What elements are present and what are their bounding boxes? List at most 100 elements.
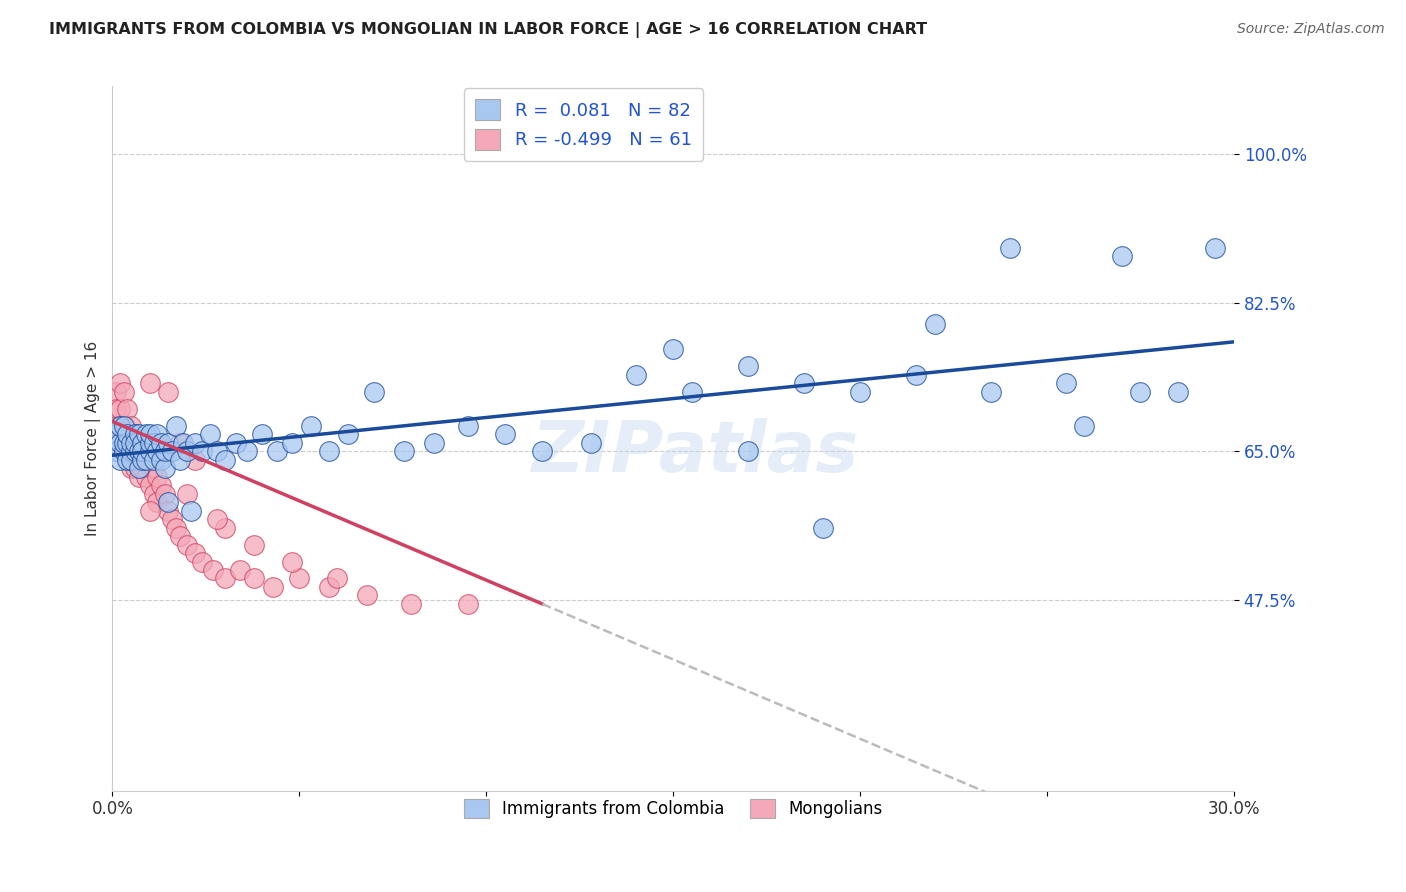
Point — [1073, 418, 1095, 433]
Point — [1111, 249, 1133, 263]
Point — [299, 418, 322, 433]
Point — [336, 427, 359, 442]
Point — [117, 427, 139, 442]
Point — [160, 512, 183, 526]
Point — [117, 401, 139, 416]
Point — [363, 384, 385, 399]
Point — [579, 435, 602, 450]
Point — [128, 461, 150, 475]
Y-axis label: In Labor Force | Age > 16: In Labor Force | Age > 16 — [86, 341, 101, 536]
Point — [105, 401, 128, 416]
Point — [128, 452, 150, 467]
Point — [157, 495, 180, 509]
Point — [183, 452, 205, 467]
Point — [243, 537, 266, 551]
Point — [139, 435, 162, 450]
Point — [169, 452, 191, 467]
Point — [139, 376, 162, 391]
Point — [120, 435, 142, 450]
Point — [139, 444, 162, 458]
Point — [811, 520, 834, 534]
Point — [124, 461, 146, 475]
Point — [112, 418, 135, 433]
Point — [120, 418, 142, 433]
Point — [198, 427, 221, 442]
Point — [737, 359, 759, 374]
Point — [135, 452, 157, 467]
Point — [131, 444, 153, 458]
Point — [146, 469, 169, 483]
Point — [142, 435, 165, 450]
Point — [128, 444, 150, 458]
Point — [124, 444, 146, 458]
Point — [392, 444, 415, 458]
Point — [318, 444, 340, 458]
Point — [142, 461, 165, 475]
Point — [1167, 384, 1189, 399]
Point — [150, 452, 173, 467]
Point — [112, 384, 135, 399]
Point — [112, 435, 135, 450]
Point — [998, 241, 1021, 255]
Point — [131, 461, 153, 475]
Point — [117, 444, 139, 458]
Point — [135, 444, 157, 458]
Point — [108, 452, 131, 467]
Point — [681, 384, 703, 399]
Point — [131, 444, 153, 458]
Point — [117, 427, 139, 442]
Point — [128, 427, 150, 442]
Point — [905, 368, 928, 382]
Point — [139, 427, 162, 442]
Point — [124, 427, 146, 442]
Point — [214, 572, 236, 586]
Point — [849, 384, 872, 399]
Point — [250, 427, 273, 442]
Point — [105, 427, 128, 442]
Point — [183, 546, 205, 560]
Point — [128, 435, 150, 450]
Point — [266, 444, 288, 458]
Point — [120, 461, 142, 475]
Point — [169, 529, 191, 543]
Point — [281, 554, 304, 568]
Text: Source: ZipAtlas.com: Source: ZipAtlas.com — [1237, 22, 1385, 37]
Point — [157, 384, 180, 399]
Point — [531, 444, 554, 458]
Point — [105, 384, 128, 399]
Point — [980, 384, 1002, 399]
Point — [214, 452, 236, 467]
Point — [153, 461, 176, 475]
Point — [124, 427, 146, 442]
Point — [494, 427, 516, 442]
Point — [624, 368, 647, 382]
Point — [117, 435, 139, 450]
Point — [176, 444, 198, 458]
Point — [108, 418, 131, 433]
Point — [262, 580, 284, 594]
Point — [112, 444, 135, 458]
Point — [157, 435, 180, 450]
Text: ZIPatlas: ZIPatlas — [531, 418, 859, 487]
Point — [112, 444, 135, 458]
Text: IMMIGRANTS FROM COLOMBIA VS MONGOLIAN IN LABOR FORCE | AGE > 16 CORRELATION CHAR: IMMIGRANTS FROM COLOMBIA VS MONGOLIAN IN… — [49, 22, 928, 38]
Point — [318, 580, 340, 594]
Point — [214, 520, 236, 534]
Point — [662, 343, 685, 357]
Point — [108, 376, 131, 391]
Point — [146, 427, 169, 442]
Point — [325, 572, 347, 586]
Point — [183, 435, 205, 450]
Point — [225, 435, 247, 450]
Point — [146, 495, 169, 509]
Point — [236, 444, 259, 458]
Point — [1204, 241, 1226, 255]
Point — [112, 418, 135, 433]
Point — [281, 435, 304, 450]
Legend: Immigrants from Colombia, Mongolians: Immigrants from Colombia, Mongolians — [457, 792, 889, 824]
Point — [157, 503, 180, 517]
Point — [131, 435, 153, 450]
Point — [105, 444, 128, 458]
Point — [142, 486, 165, 500]
Point — [153, 486, 176, 500]
